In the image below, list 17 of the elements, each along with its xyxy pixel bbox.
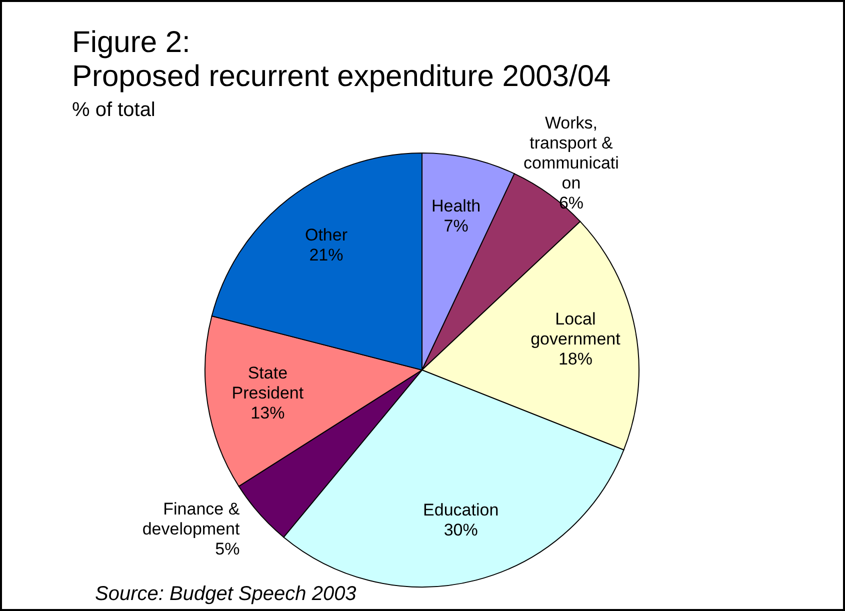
- slice-label: Finance & development: [142, 500, 240, 540]
- slice-label: Education: [423, 500, 499, 520]
- data-label: 21%: [309, 246, 344, 266]
- data-label: 6%: [558, 194, 584, 214]
- slice-label: Other: [304, 226, 348, 246]
- slice-label: Local government: [530, 310, 621, 350]
- data-label: 13%: [250, 404, 285, 423]
- slice-label: State President: [232, 364, 304, 403]
- source-note: Source: Budget Speech 2003: [95, 583, 356, 605]
- data-label: 30%: [444, 520, 478, 540]
- chart-title: Figure 2: Proposed recurrent expenditure 2003/04: [72, 26, 611, 93]
- data-label: 7%: [444, 217, 468, 236]
- chart-subtitle: % of total: [72, 99, 156, 121]
- slice-label: Health: [432, 197, 481, 216]
- slice-label: Works, transport & communication: [524, 114, 619, 194]
- data-label: 18%: [558, 350, 592, 370]
- data-label: 5%: [215, 540, 240, 560]
